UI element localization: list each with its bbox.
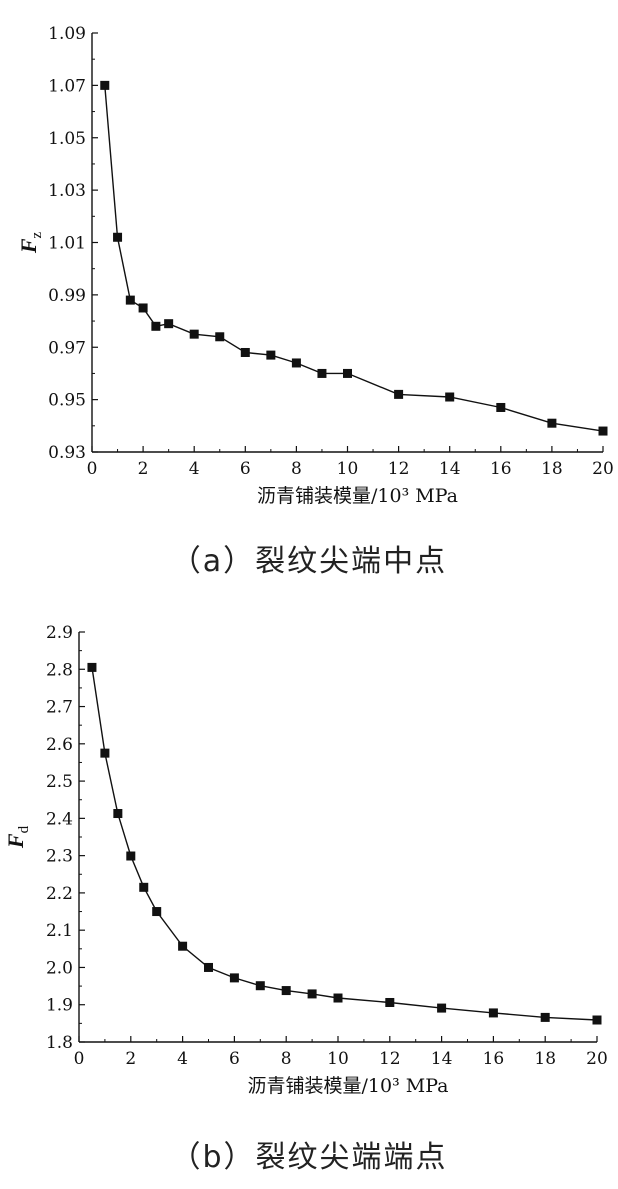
x-tick-label: 18 bbox=[534, 1049, 556, 1069]
data-point bbox=[547, 418, 557, 428]
data-point bbox=[592, 1015, 602, 1025]
y-tick-label: 1.09 bbox=[48, 24, 86, 44]
data-point bbox=[87, 662, 97, 672]
data-point bbox=[540, 1012, 550, 1022]
y-tick-label: 1.05 bbox=[48, 129, 86, 149]
x-tick-label: 12 bbox=[379, 1049, 401, 1069]
data-point bbox=[343, 368, 352, 378]
caption-b: （b）裂纹尖端端点 bbox=[170, 1140, 448, 1175]
data-point bbox=[152, 907, 162, 917]
x-tick-label: 4 bbox=[189, 459, 200, 479]
x-tick-label: 0 bbox=[74, 1049, 85, 1069]
data-point bbox=[151, 321, 161, 331]
data-point bbox=[317, 368, 327, 378]
x-tick-label: 14 bbox=[431, 1049, 453, 1069]
y-tick-label: 0.93 bbox=[48, 443, 86, 463]
series-line bbox=[91, 667, 598, 1021]
x-axis-title: 沥青铺装模量/10³ MPa bbox=[257, 485, 458, 507]
y-tick-label: 2.4 bbox=[46, 809, 73, 829]
y-tick-label: 2.2 bbox=[46, 884, 73, 904]
x-tick-label: 8 bbox=[291, 459, 302, 479]
x-tick-label: 2 bbox=[125, 1049, 136, 1069]
data-point bbox=[126, 851, 136, 861]
y-tick-label: 2.7 bbox=[46, 698, 73, 718]
y-axis-title-main: F bbox=[16, 238, 41, 254]
data-point bbox=[266, 350, 276, 360]
y-tick-label: 0.99 bbox=[48, 286, 86, 306]
y-tick-label: 0.95 bbox=[48, 391, 86, 411]
y-axis-title-sub: d bbox=[16, 825, 32, 833]
x-tick-label: 10 bbox=[337, 459, 359, 479]
data-point bbox=[385, 997, 395, 1007]
y-tick-label: 1.8 bbox=[46, 1033, 73, 1053]
chart-a: 0 2 4 6 8 10 12 14 16 18 20 0.93 0.95 0.97 0.99 1.01 1.0… bbox=[16, 24, 614, 507]
data-point bbox=[215, 332, 225, 342]
x-tick-label: 16 bbox=[483, 1049, 505, 1069]
y-tick-label: 1.03 bbox=[48, 181, 86, 201]
data-point bbox=[204, 962, 213, 972]
x-tick-label: 0 bbox=[87, 459, 98, 479]
data-point bbox=[100, 80, 110, 90]
data-point bbox=[113, 809, 123, 819]
series-line bbox=[104, 85, 604, 432]
x-tick-label: 4 bbox=[177, 1049, 188, 1069]
y-tick-label: 2.3 bbox=[46, 847, 73, 867]
y-tick-label: 2.0 bbox=[46, 958, 73, 978]
data-point bbox=[139, 882, 149, 892]
data-point bbox=[281, 986, 291, 996]
x-tick-label: 16 bbox=[490, 459, 512, 479]
x-tick-label: 12 bbox=[388, 459, 410, 479]
x-tick-label: 20 bbox=[586, 1049, 608, 1069]
x-tick-label: 20 bbox=[592, 459, 614, 479]
x-tick-label: 6 bbox=[240, 459, 251, 479]
data-point bbox=[138, 303, 148, 313]
data-point bbox=[437, 1003, 447, 1013]
data-point bbox=[189, 329, 199, 339]
data-point bbox=[178, 941, 188, 951]
y-tick-label: 2.1 bbox=[46, 921, 73, 941]
x-tick-label: 8 bbox=[281, 1049, 292, 1069]
x-axis-title: 沥青铺装模量/10³ MPa bbox=[248, 1075, 449, 1097]
data-point bbox=[164, 319, 174, 329]
data-point bbox=[307, 989, 317, 999]
x-tick-label: 14 bbox=[439, 459, 461, 479]
data-point bbox=[445, 392, 455, 402]
data-point bbox=[598, 426, 608, 436]
data-point bbox=[240, 347, 250, 357]
data-point bbox=[291, 358, 301, 368]
y-axis-title: Fd bbox=[3, 825, 32, 849]
y-axis-title: Fz bbox=[16, 231, 45, 254]
data-point bbox=[394, 389, 404, 399]
x-tick-label: 6 bbox=[229, 1049, 240, 1069]
y-tick-label: 1.01 bbox=[48, 234, 86, 254]
data-point bbox=[496, 402, 506, 412]
y-axis-title-sub: z bbox=[29, 231, 45, 238]
data-point bbox=[113, 232, 123, 242]
data-point bbox=[125, 295, 135, 305]
data-point bbox=[229, 973, 239, 983]
chart-b: 0 2 4 6 8 10 12 14 16 18 20 1.8 1.9 2.0 2.1 2.2 2.3 2.4 2.… bbox=[3, 623, 608, 1097]
y-tick-label: 1.9 bbox=[46, 996, 73, 1016]
x-tick-label: 18 bbox=[541, 459, 563, 479]
data-point bbox=[100, 748, 110, 758]
data-point bbox=[488, 1008, 498, 1018]
y-axis-title-main: F bbox=[3, 833, 28, 849]
caption-a: （a）裂纹尖端中点 bbox=[170, 544, 448, 579]
x-tick-label: 2 bbox=[138, 459, 149, 479]
y-tick-label: 0.97 bbox=[48, 338, 86, 358]
x-tick-label: 10 bbox=[327, 1049, 349, 1069]
y-tick-label: 1.07 bbox=[48, 76, 86, 96]
y-tick-label: 2.6 bbox=[46, 735, 73, 755]
y-tick-label: 2.5 bbox=[46, 772, 73, 792]
y-tick-label: 2.9 bbox=[46, 623, 73, 643]
data-point bbox=[255, 981, 265, 991]
data-point bbox=[333, 993, 343, 1003]
y-tick-label: 2.8 bbox=[46, 660, 73, 680]
